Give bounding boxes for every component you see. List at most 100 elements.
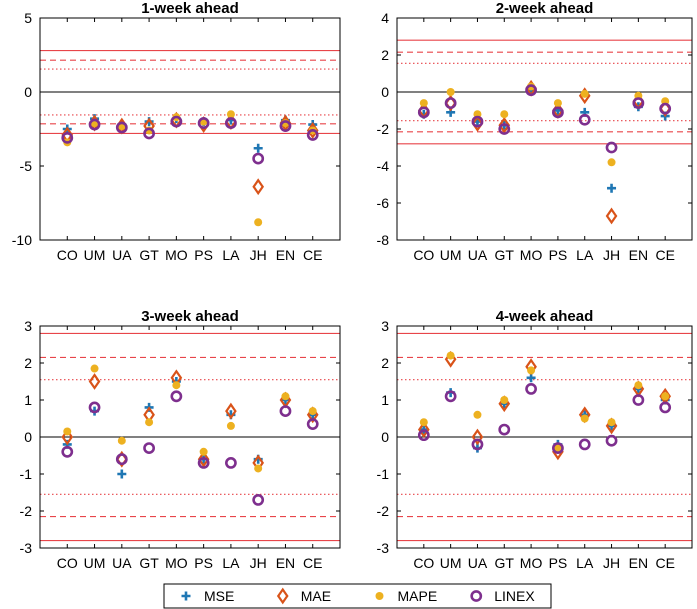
x-tick-label: UA — [112, 247, 132, 263]
point-mape — [226, 421, 235, 430]
point-mape — [419, 418, 428, 427]
point-linex — [525, 84, 537, 97]
plot-frame — [396, 17, 693, 241]
point-mape — [254, 464, 263, 473]
point-linex — [61, 131, 74, 144]
y-tick-label: 3 — [381, 318, 389, 334]
panel-title: 1-week ahead — [141, 0, 239, 17]
point-linex — [552, 106, 564, 119]
point-linex — [88, 118, 101, 131]
legend-label: LINEX — [494, 588, 535, 604]
series-mse — [419, 85, 670, 193]
point-linex — [525, 382, 537, 395]
point-linex — [143, 442, 155, 454]
panel-title: 3-week ahead — [141, 308, 239, 325]
x-tick-label: GT — [495, 555, 515, 571]
y-tick-label: -5 — [20, 158, 33, 174]
point-linex — [471, 115, 484, 128]
point-linex — [170, 115, 183, 128]
point-mape — [199, 447, 208, 456]
y-tick-label: -10 — [12, 232, 32, 248]
legend-marker-mae — [276, 587, 289, 605]
series-mape — [63, 364, 317, 473]
point-mae — [498, 116, 511, 134]
legend-marker-mse — [181, 591, 191, 601]
plot-frame — [39, 17, 341, 241]
point-mae — [197, 450, 210, 468]
y-tick-label: 0 — [24, 84, 32, 100]
x-tick-label: PS — [549, 247, 568, 263]
legend-label: MAPE — [398, 588, 438, 604]
x-tick-label: EN — [276, 555, 295, 571]
point-linex — [632, 394, 645, 406]
point-mape — [446, 351, 455, 360]
point-linex — [417, 106, 430, 119]
chart-panel-3: 3-week ahead -3 -2 -1 0 1 2 3 CO UM UA GT MO PS LA JH EN… — [20, 308, 341, 571]
point-linex — [61, 445, 74, 458]
point-linex — [471, 438, 484, 451]
y-tick-label: -3 — [20, 540, 33, 556]
point-linex — [252, 152, 265, 165]
x-tick-label: PS — [194, 555, 213, 571]
x-tick-label: MO — [165, 555, 188, 571]
x-tick-label: LA — [576, 555, 594, 571]
y-tick-label: -3 — [377, 540, 390, 556]
series-mape — [63, 110, 317, 227]
series-mae — [417, 79, 672, 225]
point-linex — [252, 493, 265, 506]
point-mape — [117, 436, 126, 445]
x-tick-label: LA — [576, 247, 594, 263]
y-tick-label: 2 — [381, 355, 389, 371]
point-mape — [553, 444, 562, 453]
series-linex — [61, 390, 319, 506]
point-linex — [197, 117, 210, 129]
series-mape — [419, 351, 670, 453]
y-tick-label: -1 — [377, 466, 390, 482]
y-tick-label: -8 — [377, 232, 390, 248]
point-mae — [417, 421, 430, 439]
x-tick-label: GT — [139, 555, 159, 571]
y-tick-label: 5 — [24, 10, 32, 26]
x-tick-label: UA — [112, 555, 132, 571]
legend-box — [163, 583, 552, 609]
y-tick-label: 2 — [24, 355, 32, 371]
x-tick-label: MO — [520, 555, 543, 571]
x-tick-label: PS — [549, 555, 568, 571]
y-tick-label: 0 — [381, 429, 389, 445]
point-linex — [279, 405, 292, 417]
series-mse — [419, 373, 670, 453]
x-tick-label: CO — [57, 555, 78, 571]
point-mape — [553, 99, 562, 108]
point-mape — [254, 218, 263, 227]
point-mse — [253, 143, 263, 153]
chart-panel-4: 4-week ahead -3 -2 -1 0 1 2 3 CO UM UA GT MO PS LA JH EN… — [377, 308, 693, 571]
y-tick-label: -1 — [20, 466, 33, 482]
point-mape — [634, 381, 643, 390]
point-linex — [417, 429, 430, 442]
point-linex — [605, 141, 618, 154]
series-linex — [61, 115, 319, 165]
point-mape — [226, 110, 235, 119]
x-tick-label: GT — [139, 247, 159, 263]
point-mape — [500, 396, 509, 404]
x-tick-label: JH — [250, 555, 267, 571]
point-linex — [444, 390, 457, 403]
point-mae — [61, 428, 74, 446]
point-linex — [306, 418, 319, 430]
x-tick-label: CE — [303, 555, 322, 571]
x-tick-label: UM — [84, 247, 106, 263]
legend: MSE MAE MAPE LINEX — [163, 583, 552, 609]
y-tick-label: -6 — [377, 195, 390, 211]
point-mape — [607, 158, 616, 167]
point-linex — [552, 442, 564, 454]
point-mse — [117, 469, 127, 479]
x-tick-label: JH — [603, 555, 620, 571]
x-tick-label: EN — [629, 247, 648, 263]
point-linex — [578, 438, 591, 451]
x-tick-label: MO — [520, 247, 543, 263]
series-mape — [419, 82, 670, 167]
y-tick-label: 4 — [381, 10, 389, 26]
x-tick-label: CE — [655, 555, 674, 571]
point-mse — [607, 183, 617, 193]
